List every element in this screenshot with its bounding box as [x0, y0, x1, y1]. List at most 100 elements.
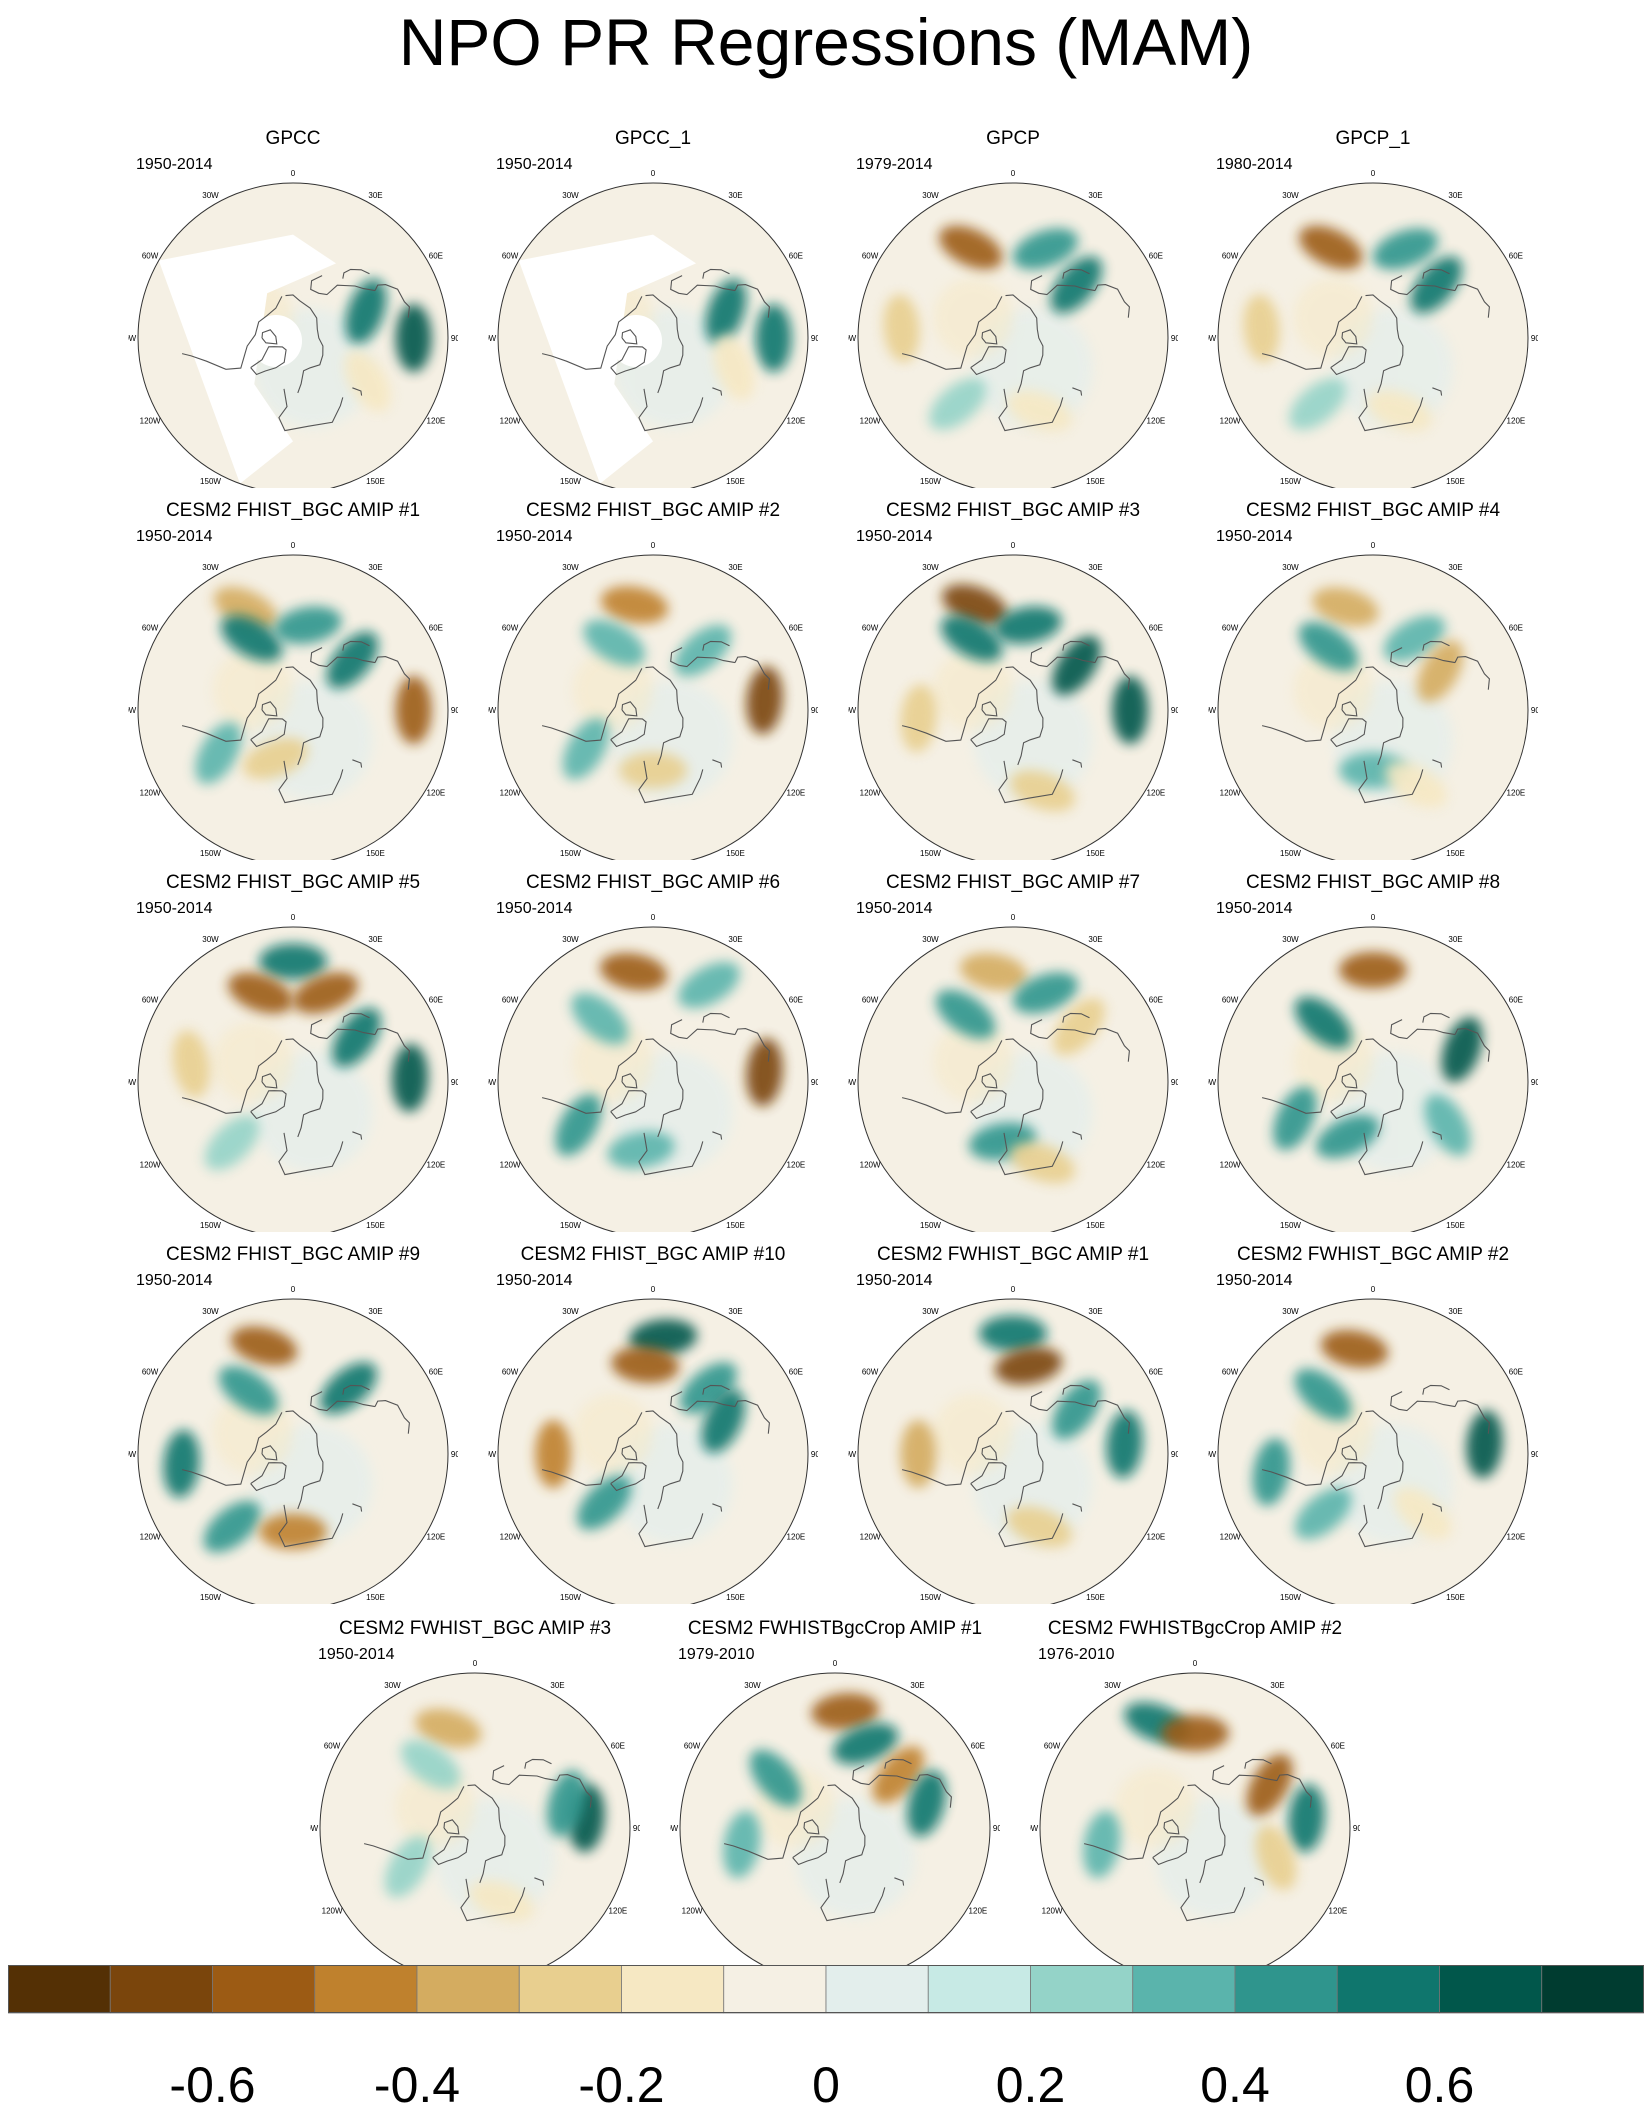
polar-map: 180150E120E90E60E30E030W60W90W120W150W	[1030, 1659, 1360, 1978]
longitude-label: 0	[651, 913, 656, 922]
longitude-label: 150W	[920, 1221, 941, 1230]
coastline	[1072, 759, 1083, 768]
longitude-label: 150W	[200, 849, 221, 858]
anomaly-blob	[1417, 640, 1464, 703]
longitude-label: 0	[1371, 169, 1376, 178]
longitude-label: 150E	[1446, 1221, 1465, 1230]
anomaly-blob	[1294, 1487, 1352, 1540]
map-rim	[857, 554, 1169, 860]
longitude-label: 30W	[562, 935, 579, 944]
coastline	[285, 1038, 324, 1138]
anomaly-blob	[1006, 390, 1073, 432]
coastline	[901, 1412, 1003, 1486]
coastline	[1261, 1412, 1363, 1486]
coastline	[901, 1040, 1003, 1114]
panel-years: 1950-2014	[496, 528, 573, 545]
anomaly-blob	[292, 972, 358, 1014]
longitude-label: 120W	[1220, 417, 1241, 426]
map-panel: CESM2 FHIST_BGC AMIP #10180150E120E90E60…	[488, 1244, 818, 1604]
longitude-label: 30W	[922, 935, 939, 944]
longitude-label: 30E	[1088, 935, 1102, 944]
anomaly-blob	[1385, 761, 1447, 808]
longitude-label: 90E	[1531, 1078, 1538, 1087]
polar-map: 180150E120E90E60E30E030W60W90W120W150W	[488, 1285, 818, 1604]
panel-years: 1950-2014	[496, 156, 573, 173]
longitude-label: 60W	[862, 252, 879, 261]
anomaly-blob	[994, 606, 1062, 644]
map-panel: CESM2 FHIST_BGC AMIP #3180150E120E90E60E…	[848, 500, 1178, 860]
anomaly-blob	[607, 1131, 675, 1169]
coastline	[820, 1878, 886, 1922]
colorbar-swatch	[212, 1965, 316, 2014]
coastline	[285, 666, 324, 766]
map-panel: CESM2 FWHISTBgcCrop AMIP #2180150E120E90…	[1030, 1618, 1360, 1978]
coastline	[827, 1784, 866, 1884]
longitude-label: 60E	[971, 1742, 985, 1751]
polar-map: 180150E120E90E60E30E030W60W90W120W150W	[848, 169, 1178, 488]
anomaly-blob	[583, 619, 646, 666]
longitude-label: 90W	[128, 706, 137, 715]
coastline	[970, 718, 1007, 748]
longitude-label: 150W	[560, 477, 581, 486]
coastline	[638, 1132, 704, 1176]
anomaly-blob	[468, 1880, 535, 1922]
longitude-label: 60E	[789, 1368, 803, 1377]
longitude-label: 60W	[142, 1368, 159, 1377]
longitude-label: 60W	[1222, 252, 1239, 261]
longitude-label: 120E	[787, 1161, 806, 1170]
longitude-label: 60W	[142, 624, 159, 633]
panel-years: 1950-2014	[318, 1646, 395, 1663]
anomaly-blob	[319, 1362, 377, 1414]
longitude-label: 60E	[429, 624, 443, 633]
colorbar-swatch	[1541, 1965, 1644, 2014]
coastline	[1330, 1090, 1367, 1120]
coastline	[981, 1073, 998, 1089]
longitude-label: 60E	[1149, 1368, 1163, 1377]
longitude-label: 120E	[787, 789, 806, 798]
longitude-label: 120W	[140, 1533, 161, 1542]
anomaly-blob	[746, 1038, 783, 1107]
polar-map: 180150E120E90E60E30E030W60W90W120W150W	[128, 913, 458, 1232]
coastline	[1390, 1019, 1456, 1040]
longitude-label: 60E	[789, 996, 803, 1005]
anomaly-blob	[1288, 1784, 1325, 1853]
anomaly-blob	[218, 1366, 279, 1415]
anomaly-blob	[674, 624, 732, 677]
coastline	[610, 1090, 647, 1120]
polar-map: 180150E120E90E60E30E030W60W90W120W150W	[848, 913, 1178, 1232]
longitude-label: 150W	[1280, 1221, 1301, 1230]
longitude-label: 0	[1371, 541, 1376, 550]
polar-map: 180150E120E90E60E30E030W60W90W120W150W	[128, 169, 458, 488]
coastline	[1062, 268, 1090, 279]
panel-title: CESM2 FWHIST_BGC AMIP #2	[1236, 1244, 1510, 1265]
map-rim	[497, 1298, 809, 1604]
coastline	[970, 346, 1007, 376]
anomaly-blob	[1394, 1487, 1452, 1540]
longitude-label: 90E	[993, 1824, 1000, 1833]
longitude-label: 150E	[1086, 849, 1105, 858]
longitude-label: 0	[833, 1659, 838, 1668]
coastline	[998, 760, 1064, 804]
longitude-label: 120W	[140, 789, 161, 798]
longitude-label: 120W	[500, 789, 521, 798]
coastline	[1180, 1878, 1246, 1922]
coastline	[1163, 1819, 1180, 1835]
longitude-label: 120W	[500, 1161, 521, 1170]
longitude-label: 60E	[789, 252, 803, 261]
coastline	[1212, 1765, 1278, 1786]
longitude-label: 150E	[366, 849, 385, 858]
anomaly-blob	[1106, 1410, 1143, 1479]
coastline	[310, 1019, 376, 1040]
map-panel: CESM2 FHIST_BGC AMIP #5 180150E120E90E60E…	[128, 872, 458, 1232]
coastline	[443, 1819, 460, 1835]
coastline	[1365, 666, 1404, 766]
coastline	[998, 1132, 1064, 1176]
panel-title: CESM2 FHIST_BGC AMIP #4	[1245, 500, 1501, 521]
panel-years: 1979-2010	[678, 1646, 755, 1663]
polar-map: 180150E120E90E60E30E030W60W90W120W150W	[128, 541, 458, 860]
anomaly-blob	[755, 304, 792, 372]
coastline	[541, 1040, 643, 1114]
longitude-label: 120E	[427, 417, 446, 426]
anomaly-blob	[203, 1500, 261, 1553]
panel-title: CESM2 FHIST_BGC AMIP #5	[165, 872, 421, 893]
